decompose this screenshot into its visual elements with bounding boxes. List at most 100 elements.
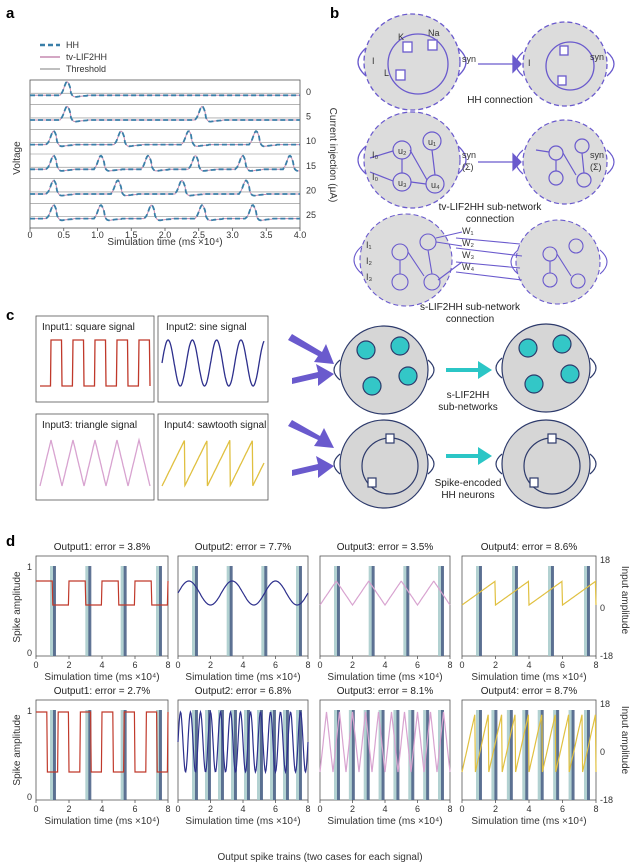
spike-bar	[192, 710, 197, 800]
s-output-loop-right	[599, 249, 608, 275]
x-tick-label: 4	[382, 804, 387, 814]
x-tick-label: 0	[175, 804, 180, 814]
input2-title: Input2: sine signal	[166, 322, 247, 333]
channel-right-1	[559, 45, 569, 56]
spike-bar-dark	[273, 710, 276, 800]
c-hh-channel-4	[529, 477, 539, 488]
spike-bar	[296, 710, 301, 800]
s-input-loop	[353, 245, 363, 275]
spike-bar-dark	[53, 566, 56, 656]
s-input-loop-right	[510, 249, 519, 275]
tv-input-loop-right	[515, 149, 524, 175]
legend-a: HH tv-LIF2HH Threshold	[40, 40, 107, 74]
spike-bar	[568, 710, 574, 800]
x-tick-label: 0	[175, 660, 180, 670]
spike-bar-dark	[123, 710, 127, 800]
signal-trace	[177, 580, 309, 606]
label-sigma-1: (Σ)	[462, 162, 474, 172]
panel-d: Output1: error = 3.8% 0 2 4 6 8 Simulation tim…	[27, 542, 613, 827]
x-tick-label: 4	[526, 660, 531, 670]
x-axis-label: Simulation time (ms ×10⁴)	[185, 672, 300, 683]
legend-hh: HH	[66, 40, 79, 50]
y-tick-right: 0	[600, 603, 605, 613]
spike-bar	[476, 566, 481, 656]
lif-trace	[30, 155, 301, 172]
tv-edges-right	[535, 149, 585, 176]
label-i3: I₃	[366, 272, 373, 282]
hh-neuron-right	[522, 21, 608, 107]
x-axis-label: Simulation time (ms ×10⁴)	[185, 816, 300, 827]
input-loop-right	[515, 51, 524, 77]
label-syn-1: syn	[462, 54, 476, 64]
c-hh-channel-1	[385, 433, 395, 444]
subplot: Output4: error = 8.6% 0 2 4 6 8 Simulation tim…	[459, 542, 613, 683]
x-tick-label: 2	[350, 660, 355, 670]
signal-trace	[319, 711, 451, 773]
tv-network-left	[363, 111, 461, 209]
spike-bar	[334, 710, 339, 800]
sine-wave	[161, 339, 265, 387]
x-tick-label: 4.0	[294, 230, 307, 240]
spike-bar	[283, 710, 288, 800]
l-channel	[395, 69, 406, 81]
c-node-5	[518, 338, 538, 358]
s-lif2hh-connection	[353, 213, 608, 307]
x-tick-label: 4	[99, 804, 104, 814]
spike-bar	[476, 710, 481, 800]
s-edges	[399, 231, 463, 281]
arrow-1	[288, 334, 334, 364]
spike-bar-dark	[159, 710, 162, 800]
x-tick-label: 2	[350, 804, 355, 814]
spike-bar	[438, 710, 443, 800]
label-w2: W₂	[462, 238, 474, 248]
hh-neurons-label-2: HH neurons	[441, 490, 494, 501]
tv-input-loop	[357, 145, 367, 175]
spike-bar-dark	[515, 566, 518, 656]
x-axis-label: Simulation time (ms ×10⁴)	[44, 816, 159, 827]
label-i2: I₂	[366, 256, 373, 266]
x-tick-label: 0	[317, 804, 322, 814]
label-w4: W₄	[462, 262, 474, 272]
ylabel-d-row1: Spike amplitude	[12, 571, 23, 643]
x-tick-label: 8	[165, 660, 170, 670]
spike-bar	[257, 710, 262, 800]
tv-output-loop-right	[606, 149, 615, 175]
s-node-r1	[568, 238, 584, 254]
caption-tv-1: tv-LIF2HH sub-network	[439, 202, 543, 213]
x-tick-label: 4	[240, 660, 245, 670]
membrane-right	[545, 41, 595, 91]
x-tick-label: 6	[560, 804, 565, 814]
spike-bar	[50, 710, 55, 800]
spike-bar-dark	[587, 710, 590, 800]
output-loop-right	[606, 51, 615, 77]
spike-bar	[363, 710, 369, 800]
label-l: L	[384, 68, 389, 78]
spike-bar-dark	[337, 710, 340, 800]
x-tick-label: 6	[273, 660, 278, 670]
s-network-left	[359, 213, 453, 307]
label-i0-b: I₀	[372, 172, 379, 182]
spike-bar-dark	[441, 710, 444, 800]
x-tick-label: 6	[273, 804, 278, 814]
signal-trace	[177, 709, 309, 775]
spike-bar-dark	[299, 566, 302, 656]
current-tick: 10	[306, 136, 316, 146]
label-u3: u₃	[398, 178, 407, 188]
x-tick-label: 0	[27, 230, 32, 240]
x-axis-label: Simulation time (ms ×10⁴)	[44, 672, 159, 683]
input1-title: Input1: square signal	[42, 322, 135, 333]
x-tick-label: 4	[526, 804, 531, 814]
spike-bar	[85, 710, 91, 800]
k-channel	[402, 41, 413, 53]
spike-bar-dark	[88, 566, 92, 656]
hh-trace	[30, 105, 300, 123]
spike-bar-dark	[260, 710, 263, 800]
x-tick-label: 8	[165, 804, 170, 814]
spike-bar-dark	[195, 710, 198, 800]
tv-edges	[369, 149, 436, 185]
subplot-title: Output3: error = 8.1%	[337, 686, 434, 697]
spike-bar-dark	[556, 710, 560, 800]
x-tick-label: 6	[132, 660, 137, 670]
spike-bar-dark	[53, 710, 56, 800]
